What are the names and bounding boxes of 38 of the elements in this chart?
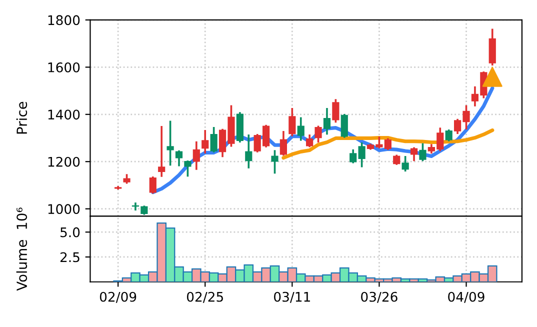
candlestick — [149, 176, 156, 194]
candlestick — [280, 130, 288, 156]
y-tick-label: 1200 — [48, 156, 80, 167]
y-tick-label: 2.5 — [60, 252, 80, 262]
candlestick — [245, 134, 252, 168]
candlestick — [288, 108, 296, 136]
candlestick — [297, 117, 304, 141]
candlestick — [306, 134, 314, 148]
y-tick-label: 1800 — [48, 15, 80, 26]
candlestick — [410, 147, 418, 162]
candlestick — [314, 126, 322, 142]
candlestick — [340, 114, 348, 138]
y-axis-title: Price — [16, 102, 28, 134]
y-tick-label: 1400 — [48, 110, 80, 120]
candlestick — [323, 108, 331, 135]
x-tick-label: 02/09 — [100, 292, 136, 303]
candlestick — [114, 186, 122, 190]
candlestick — [419, 143, 426, 162]
y-tick-label: 5.0 — [60, 227, 80, 238]
x-tick-label: 03/26 — [361, 292, 398, 303]
candlestick — [445, 130, 452, 142]
candlestick — [175, 150, 183, 166]
candlestick — [166, 120, 174, 166]
x-tick-label: 02/25 — [186, 292, 223, 303]
y-tick-label: 1000 — [48, 204, 80, 214]
line-series — [282, 128, 494, 160]
candlestick — [184, 160, 192, 177]
candlestick — [332, 99, 340, 123]
candlestick — [271, 150, 278, 174]
x-tick-label: 03/11 — [274, 292, 310, 303]
candlestick — [402, 156, 409, 172]
candlestick — [192, 141, 200, 170]
y-tick-label: 1600 — [48, 62, 80, 72]
candlestick — [210, 126, 218, 152]
x-tick-label: 04/09 — [448, 292, 484, 303]
candlestick — [158, 126, 166, 177]
y-axis-title: Volume 10⁶ — [16, 208, 28, 291]
candlestick — [202, 130, 209, 154]
